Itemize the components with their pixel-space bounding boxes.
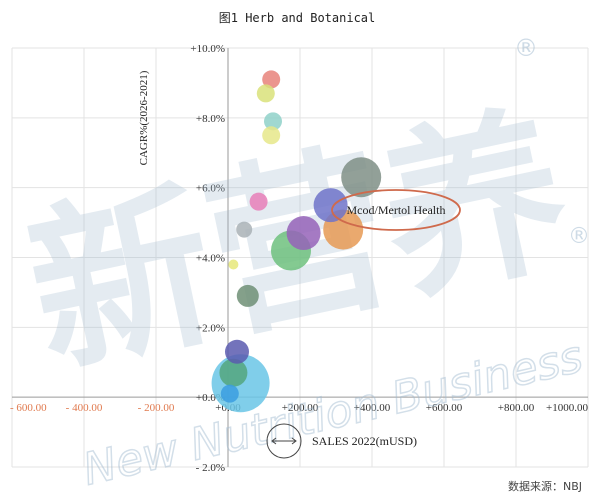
- x-tick-label-0: - 600.00: [10, 402, 47, 414]
- bubble-11: [228, 259, 239, 270]
- bubble-3: [262, 126, 281, 145]
- grid: [11, 47, 589, 468]
- chart-title: 图1 Herb and Botanical: [219, 11, 376, 25]
- bubble-4: [341, 157, 382, 198]
- x-axis-label: SALES 2022(mUSD): [312, 434, 417, 448]
- x-tick-label-5: +400.00: [354, 402, 391, 414]
- annotation-ellipse: [331, 189, 461, 231]
- annotation: Mcod/Mertol Health: [331, 189, 461, 231]
- double-arrow-icon: [271, 437, 297, 445]
- bubble-2: [264, 112, 282, 131]
- x-tick-label-4: +200.00: [282, 402, 319, 414]
- bubble-6: [249, 192, 268, 211]
- bubbles: [211, 70, 382, 413]
- bubble-7: [236, 221, 253, 238]
- bubble-16: [220, 384, 239, 403]
- bubble-12: [236, 284, 259, 307]
- bubble-0: [262, 70, 281, 89]
- watermark-mark-1: ®: [514, 34, 538, 62]
- x-tick-label-1: - 400.00: [66, 402, 103, 414]
- bubble-9: [286, 216, 321, 251]
- x-tick-label-6: +600.00: [426, 402, 463, 414]
- bubble-5: [313, 188, 348, 223]
- x-axis-label-group: SALES 2022(mUSD): [266, 423, 417, 459]
- bubble-1: [256, 84, 275, 103]
- annotation-label: Mcod/Mertol Health: [347, 203, 446, 217]
- y-tick-label-4: +6.0%: [196, 183, 225, 195]
- x-tick-label-8: +1000.00: [546, 402, 588, 414]
- bubble-14: [219, 358, 248, 387]
- y-tick-label-3: +4.0%: [196, 253, 225, 265]
- y-tick-label-6: +10.0%: [190, 43, 225, 55]
- y-tick-label-5: +8.0%: [196, 113, 225, 125]
- x-tick-label-2: - 200.00: [138, 402, 175, 414]
- watermark-mark-2: ®: [568, 224, 590, 249]
- x-tick-label-7: +800.00: [498, 402, 535, 414]
- y-tick-label-0: - 2.0%: [196, 462, 225, 474]
- y-tick-label-2: +2.0%: [196, 322, 225, 334]
- data-source: 数据来源：NBJ: [508, 479, 582, 493]
- bubble-13: [225, 339, 249, 364]
- y-axis-label: CAGR%(2026-2021): [138, 70, 150, 165]
- size-legend-circle: [266, 423, 302, 459]
